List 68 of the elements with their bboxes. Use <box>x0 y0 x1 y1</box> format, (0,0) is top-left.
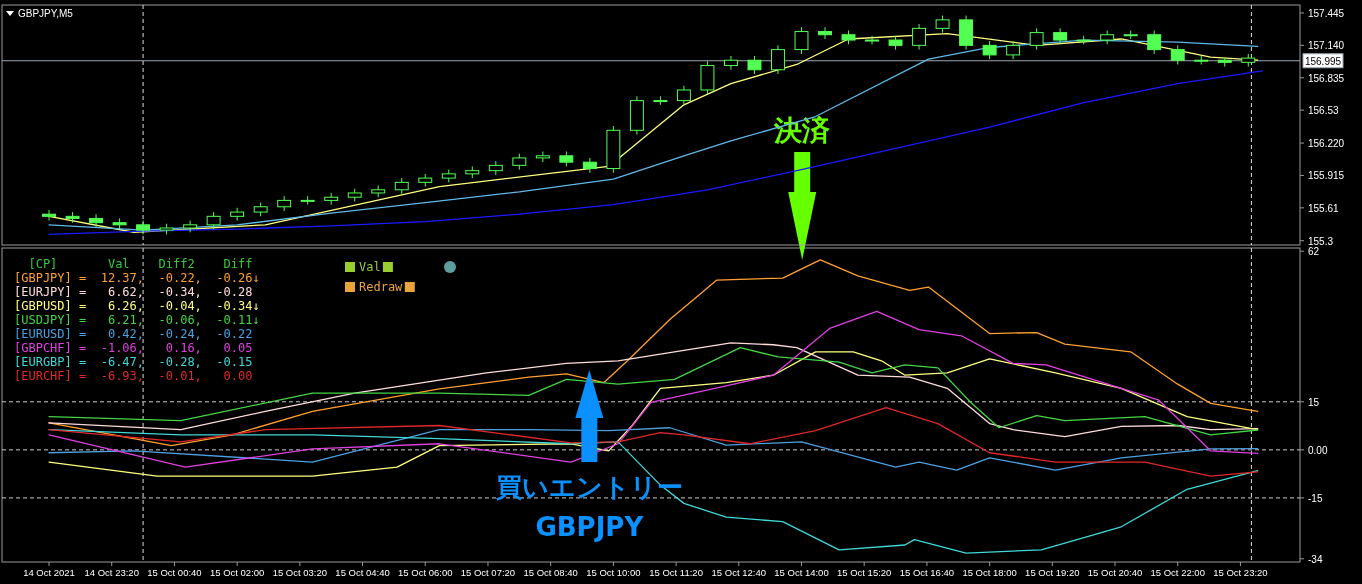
candlestick <box>771 44 785 75</box>
x-tick-label: 15 Oct 23:20 <box>1213 567 1268 578</box>
x-tick-label: 15 Oct 07:20 <box>460 567 516 578</box>
candlestick <box>1006 40 1021 60</box>
candlestick <box>676 85 691 106</box>
annotation: 決済 <box>773 114 831 147</box>
text: [EURUSD] = 0.42, -0.24, -0.22 <box>14 327 253 341</box>
chart-title: GBPJPY,M5 <box>18 8 74 19</box>
y-tick-label: 62 <box>1308 246 1320 258</box>
x-tick-label: 15 Oct 19:20 <box>1025 567 1080 578</box>
y-tick-label: 155.3 <box>1308 235 1334 247</box>
y-tick-label: 155.61 <box>1308 202 1340 214</box>
x-tick-label: 15 Oct 10:00 <box>586 567 641 578</box>
candlestick <box>89 213 104 228</box>
x-tick-label: 15 Oct 18:00 <box>962 567 1017 578</box>
text: [GBPJPY] = 12.37, -0.22, -0.26↓ <box>14 271 260 285</box>
candlestick <box>723 55 738 71</box>
annotation: Val <box>359 260 381 274</box>
y-tick-label: 0.00 <box>1308 444 1328 456</box>
x-tick-label: 15 Oct 12:40 <box>711 567 766 578</box>
x-tick-label: 15 Oct 22:00 <box>1150 567 1205 578</box>
x-tick-label: 15 Oct 03:20 <box>272 567 328 578</box>
candlestick <box>747 55 762 75</box>
x-tick-label: 15 Oct 06:00 <box>398 567 453 578</box>
line-series <box>48 427 1259 471</box>
x-tick-label: 15 Oct 16:40 <box>899 567 955 578</box>
y-tick-label: 157.140 <box>1308 40 1345 52</box>
candlestick <box>183 220 198 233</box>
candlestick <box>582 157 597 174</box>
x-tick-label: 15 Oct 08:40 <box>523 567 578 578</box>
line-series <box>48 70 1264 236</box>
x-tick-label: 15 Oct 02:00 <box>209 567 265 578</box>
legend-title: [CP] Val Diff2 Diff <box>14 257 253 271</box>
text: [EURCHF] = -6.93, -0.01, 0.00 <box>14 369 253 383</box>
x-tick-label: 15 Oct 15:20 <box>836 567 892 578</box>
candlestick <box>1170 44 1185 65</box>
text: [EURJPY] = 6.62, -0.34, -0.28 <box>14 285 253 299</box>
x-tick-label: 14 Oct 2021 <box>23 567 75 578</box>
y-tick-label: 15 <box>1308 396 1320 408</box>
y-tick-label: -34 <box>1308 553 1323 565</box>
candlestick <box>912 23 927 51</box>
y-tick-label: -15 <box>1308 492 1323 504</box>
x-tick-label: 15 Oct 04:40 <box>335 567 390 578</box>
candlestick <box>1147 29 1162 55</box>
y-tick-label: 157.445 <box>1308 7 1345 19</box>
y-tick-label: 155.915 <box>1308 170 1345 182</box>
candlestick <box>865 35 879 45</box>
candlestick <box>42 209 56 222</box>
candlestick <box>982 40 997 60</box>
candlestick <box>794 26 809 55</box>
text: [EURGBP] = -6.47, -0.28, -0.15 <box>14 355 253 369</box>
candlestick <box>818 26 832 40</box>
annotation: Redraw <box>359 280 404 294</box>
x-tick-label: 15 Oct 11:20 <box>649 567 703 578</box>
text: [GBPUSD] = 6.26, -0.04, -0.34↓ <box>14 299 260 313</box>
y-tick-label: 156.835 <box>1308 72 1345 84</box>
x-tick-label: 15 Oct 00:40 <box>147 567 202 578</box>
text: [GBPCHF] = -1.06, 0.16, 0.05 <box>14 341 253 355</box>
candlestick <box>230 207 245 222</box>
candlestick <box>1029 27 1044 51</box>
x-tick-label: 15 Oct 20:40 <box>1087 567 1143 578</box>
ref-line-label: 156.995 <box>1304 55 1342 67</box>
y-tick-label: 156.220 <box>1308 138 1345 150</box>
x-tick-label: 14 Oct 23:20 <box>84 567 139 578</box>
y-tick-label: 156.53 <box>1308 105 1340 117</box>
line-series <box>48 406 1259 477</box>
x-tick-label: 15 Oct 14:00 <box>774 567 829 578</box>
text: [USDJPY] = 6.21, -0.06, -0.11↓ <box>14 313 260 327</box>
